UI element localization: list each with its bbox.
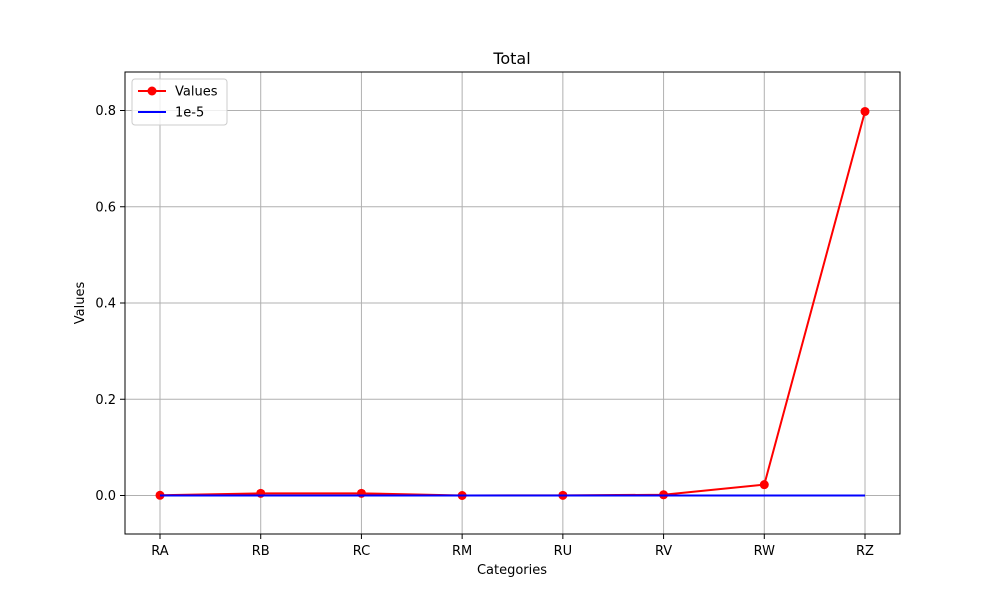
legend-marker: [147, 86, 157, 96]
legend-label: Values: [175, 85, 218, 100]
x-tick-label: RW: [754, 544, 776, 559]
data-point: [860, 106, 870, 116]
legend-label: 1e-5: [175, 106, 204, 121]
axes: RA RB RC RM RU RV RW RZ 0.0 0.2 0.4 0.6 0.8: [95, 104, 874, 559]
x-tick-label: RC: [353, 544, 370, 559]
x-tick-label: RZ: [856, 544, 874, 559]
y-tick-label: 0.2: [95, 393, 116, 408]
y-tick-label: 0.0: [95, 489, 116, 504]
data-point: [759, 480, 769, 490]
y-axis-label: Values: [73, 282, 88, 325]
x-tick-label: RB: [252, 544, 270, 559]
x-tick-label: RU: [554, 544, 573, 559]
y-tick-label: 0.6: [95, 200, 116, 215]
chart-title: Total: [492, 49, 530, 68]
series-lines: [155, 106, 870, 500]
x-tick-label: RA: [151, 544, 169, 559]
x-tick-label: RM: [452, 544, 472, 559]
x-axis-label: Categories: [477, 563, 547, 578]
legend: Values 1e-5: [131, 78, 228, 126]
y-tick-label: 0.4: [95, 297, 116, 312]
x-tick-label: RV: [655, 544, 672, 559]
y-tick-label: 0.8: [95, 104, 116, 119]
